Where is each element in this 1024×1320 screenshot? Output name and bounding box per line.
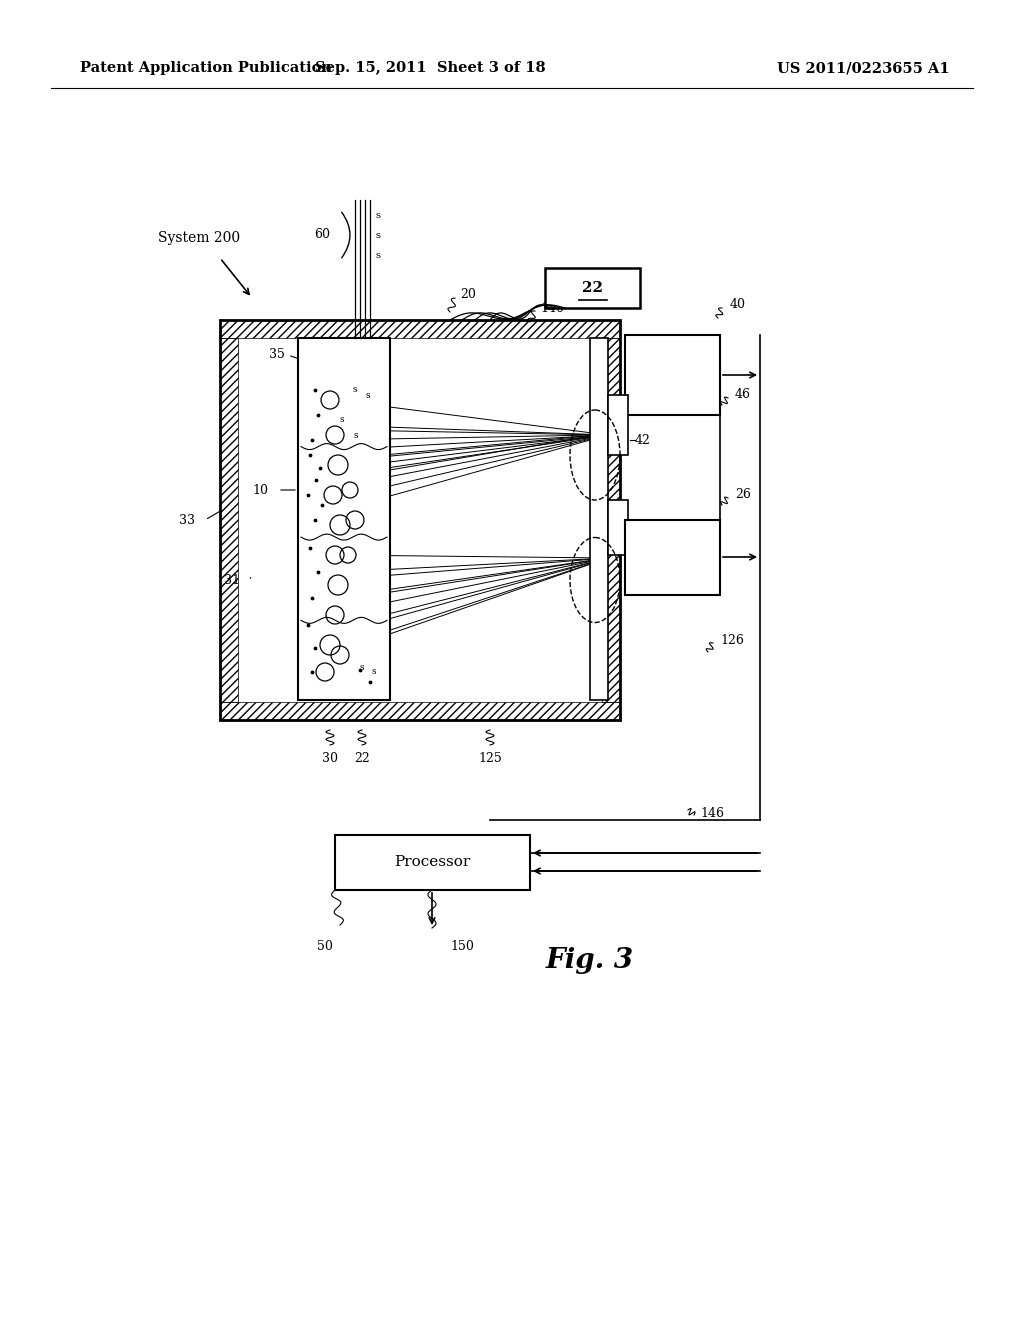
Text: 125: 125 bbox=[478, 752, 502, 766]
Bar bbox=[608, 395, 628, 455]
Text: 22: 22 bbox=[354, 752, 370, 766]
Bar bbox=[625, 520, 720, 595]
Text: System 200: System 200 bbox=[158, 231, 240, 246]
Bar bbox=[220, 338, 238, 702]
Text: 150: 150 bbox=[450, 940, 474, 953]
Text: 35: 35 bbox=[269, 348, 285, 362]
Text: s: s bbox=[340, 416, 344, 425]
Text: Fig. 3: Fig. 3 bbox=[546, 946, 634, 974]
Text: 146: 146 bbox=[700, 807, 724, 820]
Text: 42: 42 bbox=[635, 433, 651, 446]
Text: s: s bbox=[372, 668, 376, 676]
Text: 22: 22 bbox=[582, 281, 603, 294]
Text: 60: 60 bbox=[314, 228, 330, 242]
Text: 33: 33 bbox=[179, 513, 195, 527]
Text: US 2011/0223655 A1: US 2011/0223655 A1 bbox=[777, 61, 950, 75]
Bar bbox=[335, 836, 530, 890]
Bar bbox=[545, 268, 640, 308]
Text: Patent Application Publication: Patent Application Publication bbox=[80, 61, 332, 75]
Bar bbox=[220, 702, 620, 719]
Text: 145: 145 bbox=[635, 521, 658, 535]
Text: s: s bbox=[375, 231, 380, 239]
Text: 20: 20 bbox=[460, 289, 476, 301]
Text: s: s bbox=[359, 664, 365, 672]
Text: s: s bbox=[375, 251, 380, 260]
Bar bbox=[298, 338, 390, 700]
Bar bbox=[220, 319, 620, 338]
Text: 140: 140 bbox=[540, 301, 564, 314]
Text: s: s bbox=[375, 210, 380, 219]
Text: Processor: Processor bbox=[394, 855, 471, 870]
Text: 26: 26 bbox=[735, 488, 751, 502]
Text: s: s bbox=[366, 391, 371, 400]
Text: 30: 30 bbox=[322, 752, 338, 766]
Bar bbox=[608, 500, 628, 554]
Text: 40: 40 bbox=[730, 298, 746, 312]
Text: 126: 126 bbox=[720, 634, 743, 647]
Bar bbox=[590, 338, 608, 700]
Text: 50: 50 bbox=[317, 940, 333, 953]
Text: s: s bbox=[352, 385, 357, 395]
Bar bbox=[220, 319, 620, 719]
Bar bbox=[625, 335, 720, 414]
Bar bbox=[602, 338, 620, 702]
Text: 46: 46 bbox=[735, 388, 751, 401]
Text: 31: 31 bbox=[224, 573, 240, 586]
Text: 10: 10 bbox=[252, 483, 268, 496]
Text: s: s bbox=[353, 430, 358, 440]
Text: Sep. 15, 2011  Sheet 3 of 18: Sep. 15, 2011 Sheet 3 of 18 bbox=[314, 61, 546, 75]
